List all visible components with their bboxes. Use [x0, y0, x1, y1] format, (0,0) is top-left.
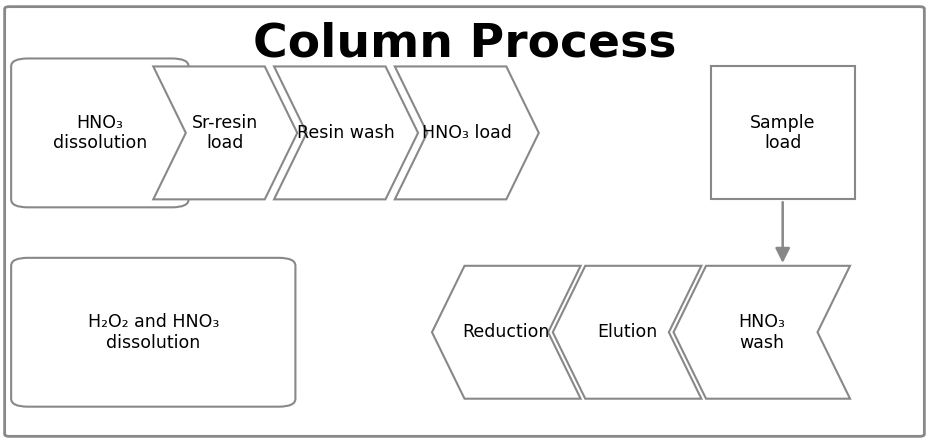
FancyBboxPatch shape [11, 58, 188, 207]
Text: Sample
load: Sample load [749, 113, 815, 152]
Bar [710, 66, 854, 199]
Text: Elution: Elution [597, 323, 656, 341]
Text: Reduction: Reduction [462, 323, 549, 341]
Text: HNO₃ load: HNO₃ load [421, 124, 511, 142]
Text: HNO₃
wash: HNO₃ wash [738, 313, 784, 352]
Polygon shape [432, 266, 580, 399]
Polygon shape [673, 266, 849, 399]
Text: Resin wash: Resin wash [297, 124, 394, 142]
FancyBboxPatch shape [11, 258, 295, 407]
Text: H₂O₂ and HNO₃
dissolution: H₂O₂ and HNO₃ dissolution [87, 313, 219, 352]
Text: Column Process: Column Process [252, 22, 676, 67]
Text: HNO₃
dissolution: HNO₃ dissolution [53, 113, 147, 152]
Polygon shape [552, 266, 701, 399]
Polygon shape [394, 66, 538, 199]
FancyBboxPatch shape [5, 7, 923, 436]
Polygon shape [274, 66, 418, 199]
Polygon shape [153, 66, 297, 199]
Text: Sr-resin
load: Sr-resin load [192, 113, 258, 152]
